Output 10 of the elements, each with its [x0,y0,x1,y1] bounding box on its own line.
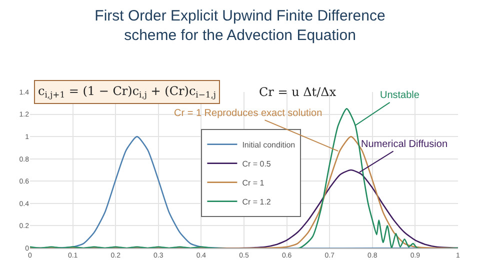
annotation: Unstable [380,90,420,101]
annotation: Numerical Diffusion [361,139,448,150]
legend-label: Cr = 1.2 [242,197,272,206]
annotation: Cr = 1 Reproduces exact solution [174,108,322,119]
legend-label: Cr = 0.5 [242,159,272,168]
legend-label: Cr = 1 [242,178,265,188]
legend-label: Initial condition [242,140,296,150]
annotation: Cr = u Δt/Δx [259,85,336,99]
chart-title: First Order Explicit Upwind Finite Difference scheme for the Advection Equation [94,7,386,44]
annotation: c$_{i,j+1}$ = (1 − Cr)c$_{i,j}$ + (Cr)c$_{i−1,j}$ [38,84,216,100]
